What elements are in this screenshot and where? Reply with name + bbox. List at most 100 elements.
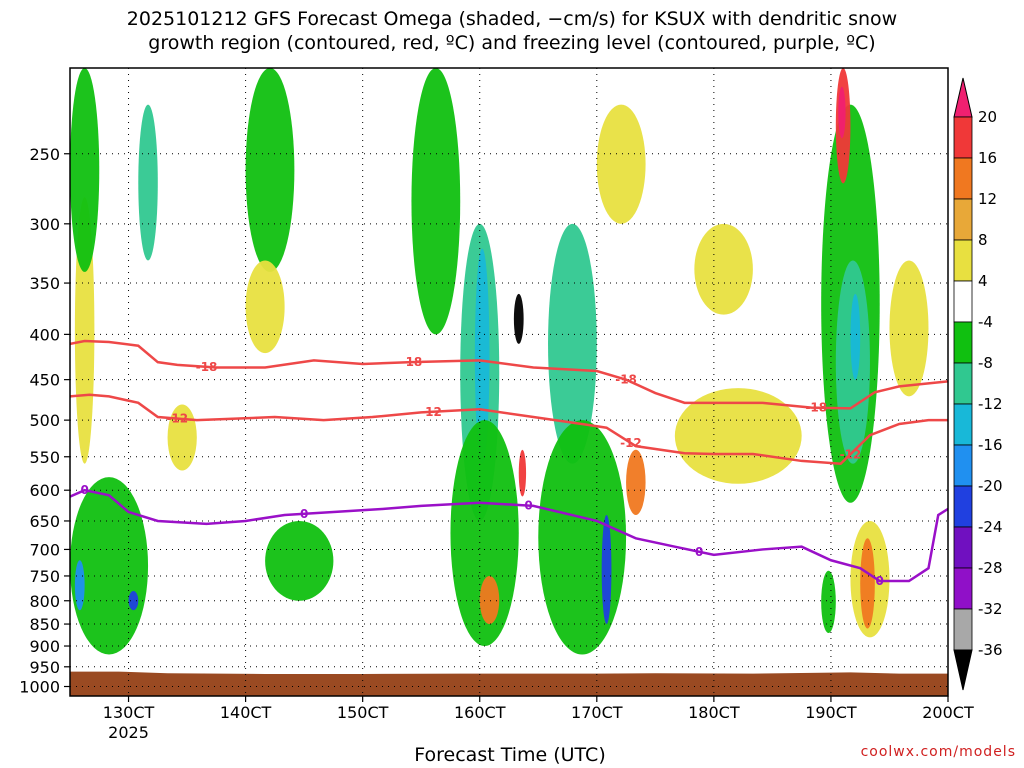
x-tick-label-130CT: 130CT <box>103 703 155 722</box>
colorbar-label-8: -16 <box>978 436 1003 454</box>
omega-shading-28 <box>838 86 846 139</box>
omega-shading-4 <box>70 477 149 655</box>
omega-shading-3 <box>167 404 197 471</box>
colorbar-label-7: -12 <box>978 395 1003 413</box>
y-tick-label-600: 600 <box>29 481 60 500</box>
x-axis-label: Forecast Time (UTC) <box>414 744 606 766</box>
contour-label-0-3: -18 <box>805 401 827 415</box>
colorbar-label-12: -32 <box>978 600 1003 618</box>
colorbar-label-13: -36 <box>978 641 1003 659</box>
colorbar-swatch-12 <box>953 608 973 651</box>
colorbar-swatch-8 <box>953 444 973 487</box>
y-tick-label-500: 500 <box>29 411 60 430</box>
y-tick-label-650: 650 <box>29 512 60 531</box>
x-year-label: 2025 <box>108 723 149 742</box>
contour-label-0-0: -18 <box>196 360 218 374</box>
y-tick-label-950: 950 <box>29 658 60 677</box>
y-tick-label-800: 800 <box>29 592 60 611</box>
contour-label-2-3: 0 <box>695 545 703 559</box>
colorbar-label-3: 8 <box>978 231 988 249</box>
contour-label-2-1: 0 <box>300 507 308 521</box>
colorbar-swatch-5 <box>953 321 973 364</box>
omega-shading-10 <box>411 68 461 335</box>
omega-shading-13 <box>450 420 519 647</box>
omega-shading-15 <box>513 293 524 344</box>
colorbar-label-4: 4 <box>978 272 988 290</box>
colorbar-label-5: -4 <box>978 313 993 331</box>
contour-label-2-0: 0 <box>80 483 88 497</box>
x-tick-label-200CT: 200CT <box>922 703 974 722</box>
omega-shading-6 <box>128 591 139 611</box>
contour-label-1-0: -12 <box>166 412 188 426</box>
contour-label-1-3: -12 <box>840 447 862 461</box>
omega-shading-1 <box>70 68 100 272</box>
omega-shading-19 <box>601 515 612 625</box>
y-tick-label-850: 850 <box>29 615 60 634</box>
omega-shading-30 <box>860 538 875 629</box>
contour-label-0-1: -18 <box>401 355 423 369</box>
contour-label-1-2: -12 <box>620 436 642 450</box>
contour-label-2-4: 0 <box>876 574 884 588</box>
contour-label-1-1: -12 <box>420 405 442 419</box>
y-tick-label-550: 550 <box>29 448 60 467</box>
contour-line--18-0 <box>70 339 948 410</box>
omega-shading-14 <box>479 575 500 625</box>
contour-line--12-1 <box>70 393 948 465</box>
colorbar-swatch-10 <box>953 526 973 569</box>
omega-shading-22 <box>674 388 802 484</box>
x-tick-label-190CT: 190CT <box>805 703 857 722</box>
omega-shading-8 <box>245 260 285 354</box>
colorbar-swatch-9 <box>953 485 973 528</box>
y-tick-label-400: 400 <box>29 325 60 344</box>
colorbar-swatch-3 <box>953 239 973 282</box>
omega-shading-17 <box>548 223 597 464</box>
y-tick-label-700: 700 <box>29 540 60 559</box>
colorbar-swatch-4 <box>953 280 973 323</box>
y-tick-label-450: 450 <box>29 371 60 390</box>
y-tick-label-350: 350 <box>29 274 60 293</box>
contour-label-2-2: 0 <box>524 499 532 513</box>
colorbar-swatch-7 <box>953 403 973 446</box>
colorbar-swatch-6 <box>953 362 973 405</box>
colorbar-label-6: -8 <box>978 354 993 372</box>
colorbar-swatch-11 <box>953 567 973 610</box>
omega-shading-5 <box>74 560 85 611</box>
colorbar-swatch-2 <box>953 198 973 241</box>
colorbar-swatch-0 <box>953 116 973 159</box>
omega-shading-23 <box>694 223 753 315</box>
contour-label-0-2: -18 <box>615 373 637 387</box>
contour-line-0-2 <box>70 488 948 583</box>
x-tick-label-150CT: 150CT <box>337 703 389 722</box>
omega-shading-21 <box>596 104 646 224</box>
colorbar-label-0: 20 <box>978 108 997 126</box>
x-tick-label-170CT: 170CT <box>571 703 623 722</box>
y-tick-label-250: 250 <box>29 145 60 164</box>
x-tick-label-180CT: 180CT <box>688 703 740 722</box>
x-tick-label-160CT: 160CT <box>454 703 506 722</box>
omega-shading-26 <box>850 293 861 380</box>
colorbar-label-10: -24 <box>978 518 1003 536</box>
x-tick-label-140CT: 140CT <box>220 703 272 722</box>
colorbar-label-2: 12 <box>978 190 997 208</box>
colorbar-arrow-top <box>953 77 973 118</box>
plot-frame <box>69 67 949 697</box>
omega-shading-18 <box>538 420 627 655</box>
colorbar-arrow-bottom <box>953 649 973 691</box>
colorbar-label-1: 16 <box>978 149 997 167</box>
y-tick-label-1000: 1000 <box>19 678 60 697</box>
omega-shading-31 <box>821 570 836 633</box>
omega-shading-9 <box>265 520 334 601</box>
omega-shading-20 <box>626 449 646 516</box>
y-tick-label-300: 300 <box>29 215 60 234</box>
colorbar-label-11: -28 <box>978 559 1003 577</box>
omega-shading-16 <box>518 449 527 497</box>
omega-shading-7 <box>245 68 295 272</box>
colorbar-swatch-1 <box>953 157 973 200</box>
omega-shading-2 <box>138 104 158 261</box>
omega-shading-32 <box>889 260 929 397</box>
terrain-below-surface <box>70 671 948 696</box>
y-tick-label-900: 900 <box>29 637 60 656</box>
chart-title-line2: growth region (contoured, red, ºC) and f… <box>148 32 876 54</box>
chart-title-line1: 2025101212 GFS Forecast Omega (shaded, −… <box>126 8 898 30</box>
